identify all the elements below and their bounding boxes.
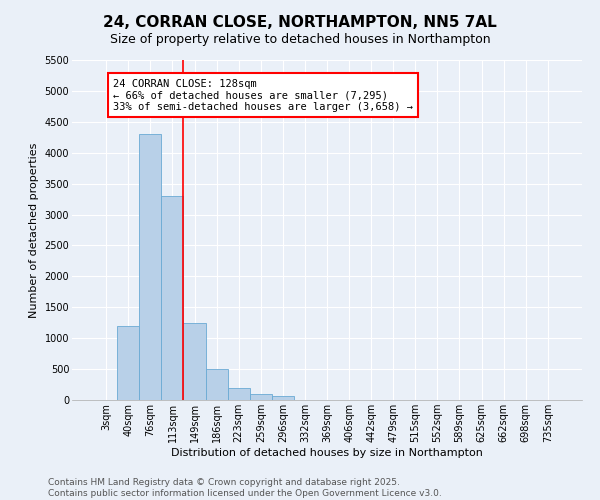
Bar: [250, 394, 272, 400]
Bar: [227, 388, 250, 400]
Bar: [117, 326, 139, 400]
Text: 24, CORRAN CLOSE, NORTHAMPTON, NN5 7AL: 24, CORRAN CLOSE, NORTHAMPTON, NN5 7AL: [103, 15, 497, 30]
Bar: [184, 322, 206, 400]
Bar: [161, 196, 184, 400]
X-axis label: Distribution of detached houses by size in Northampton: Distribution of detached houses by size …: [171, 448, 483, 458]
Bar: [139, 134, 161, 400]
Text: Contains HM Land Registry data © Crown copyright and database right 2025.
Contai: Contains HM Land Registry data © Crown c…: [48, 478, 442, 498]
Bar: [272, 396, 294, 400]
Text: Size of property relative to detached houses in Northampton: Size of property relative to detached ho…: [110, 32, 490, 46]
Bar: [206, 369, 227, 400]
Text: 24 CORRAN CLOSE: 128sqm
← 66% of detached houses are smaller (7,295)
33% of semi: 24 CORRAN CLOSE: 128sqm ← 66% of detache…: [113, 78, 413, 112]
Y-axis label: Number of detached properties: Number of detached properties: [29, 142, 39, 318]
